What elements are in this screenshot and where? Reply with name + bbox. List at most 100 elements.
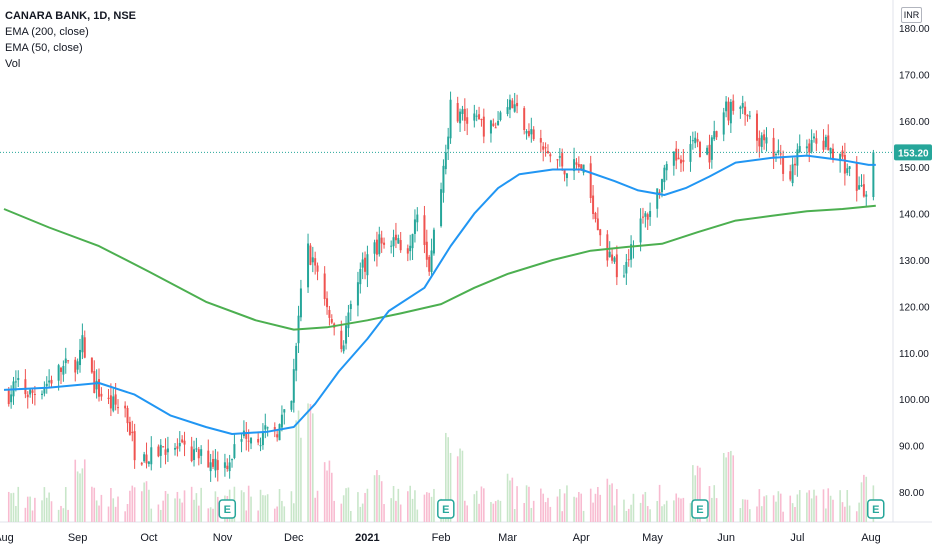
candle-body bbox=[316, 265, 319, 272]
legend-ema200[interactable]: EMA (200, close) bbox=[5, 26, 89, 38]
candle-body bbox=[266, 427, 269, 429]
volume-bar bbox=[117, 496, 119, 522]
candle-body bbox=[805, 146, 808, 149]
volume-bar bbox=[266, 494, 269, 522]
candle-body bbox=[178, 442, 181, 447]
volume-bar bbox=[665, 500, 668, 522]
candle-body bbox=[843, 154, 846, 174]
volume-bar bbox=[347, 487, 350, 522]
candle-body bbox=[259, 445, 262, 447]
candle-body bbox=[694, 137, 697, 144]
volume-bar bbox=[810, 498, 813, 522]
volume-bar bbox=[26, 496, 29, 522]
candle-body bbox=[93, 371, 96, 393]
legend-symbol[interactable]: CANARA BANK, 1D, NSE bbox=[5, 10, 136, 22]
candle-body bbox=[166, 448, 169, 453]
volume-bar bbox=[692, 465, 694, 522]
volume-bar bbox=[846, 490, 849, 522]
candle-body bbox=[573, 159, 576, 172]
candle-body bbox=[98, 379, 101, 397]
candle-body bbox=[577, 164, 580, 167]
candle-body bbox=[691, 140, 694, 142]
volume-bar bbox=[295, 420, 297, 522]
candle-body bbox=[411, 234, 414, 249]
volume-bar bbox=[357, 492, 359, 522]
volume-bar bbox=[844, 506, 846, 522]
volume-bar bbox=[129, 490, 131, 522]
candle-body bbox=[278, 424, 281, 441]
volume-bar bbox=[91, 486, 93, 522]
volume-bar bbox=[433, 488, 435, 522]
legend-ema50[interactable]: EMA (50, close) bbox=[5, 42, 83, 54]
volume-bar bbox=[250, 496, 252, 522]
candle-body bbox=[231, 459, 234, 461]
volume-bar bbox=[214, 491, 217, 522]
y-tick-label: 110.00 bbox=[899, 349, 929, 360]
volume-bar bbox=[323, 462, 326, 522]
candle-body bbox=[112, 396, 115, 411]
volume-bar bbox=[661, 506, 663, 522]
candle-body bbox=[193, 449, 196, 460]
candle-body bbox=[741, 103, 744, 108]
volume-bar bbox=[483, 488, 485, 522]
volume-bar bbox=[314, 497, 316, 522]
candle-body bbox=[665, 164, 668, 171]
volume-bar bbox=[459, 448, 461, 522]
volume-bar bbox=[456, 456, 459, 522]
y-tick-label: 140.00 bbox=[899, 210, 930, 221]
volume-bar bbox=[777, 491, 780, 522]
candle-body bbox=[473, 113, 476, 121]
candle-body bbox=[150, 447, 153, 465]
volume-bar bbox=[342, 495, 345, 522]
volume-bar bbox=[247, 485, 250, 522]
candle-body bbox=[865, 194, 868, 197]
candle-body bbox=[582, 164, 585, 173]
candle-body bbox=[575, 162, 578, 165]
candle-body bbox=[57, 365, 60, 381]
earnings-marker[interactable]: E bbox=[691, 499, 709, 519]
volume-bar bbox=[350, 510, 352, 522]
volume-bar bbox=[281, 500, 283, 522]
volume-bar bbox=[490, 502, 492, 522]
volume-bar bbox=[608, 484, 611, 522]
volume-bar bbox=[772, 495, 775, 522]
earnings-marker[interactable]: E bbox=[867, 499, 885, 519]
candle-body bbox=[14, 381, 17, 383]
earnings-marker[interactable]: E bbox=[437, 499, 455, 519]
volume-bar bbox=[829, 495, 832, 522]
x-tick-label: Dec bbox=[284, 532, 304, 544]
volume-bar bbox=[680, 498, 682, 522]
ema50-line bbox=[3, 154, 876, 435]
candle-body bbox=[45, 383, 48, 387]
volume-bar bbox=[649, 509, 651, 522]
volume-bar bbox=[15, 505, 17, 522]
volume-bar bbox=[7, 491, 10, 522]
candle-body bbox=[442, 165, 445, 193]
x-tick-label: Aug bbox=[0, 532, 14, 544]
candle-body bbox=[7, 390, 10, 405]
volume-bar bbox=[497, 499, 499, 522]
candle-body bbox=[90, 357, 93, 373]
volume-bar bbox=[140, 491, 143, 522]
volume-bar bbox=[863, 474, 865, 522]
candle-body bbox=[366, 254, 369, 276]
currency-label[interactable]: INR bbox=[901, 7, 922, 23]
candle-body bbox=[349, 304, 352, 310]
candle-body bbox=[722, 112, 725, 135]
candle-body bbox=[525, 131, 528, 134]
volume-bar bbox=[506, 473, 509, 522]
volume-bar bbox=[392, 486, 395, 522]
candle-body bbox=[145, 454, 148, 464]
volume-bar bbox=[112, 498, 115, 522]
candle-body bbox=[499, 112, 502, 120]
earnings-marker[interactable]: E bbox=[218, 499, 237, 519]
candle-body bbox=[855, 163, 858, 191]
candle-body bbox=[74, 359, 77, 373]
candle-body bbox=[815, 138, 818, 144]
volume-bar bbox=[855, 511, 858, 522]
volume-bar bbox=[542, 493, 545, 522]
legend-vol[interactable]: Vol bbox=[5, 58, 21, 70]
earnings-marker-label: E bbox=[696, 504, 703, 516]
